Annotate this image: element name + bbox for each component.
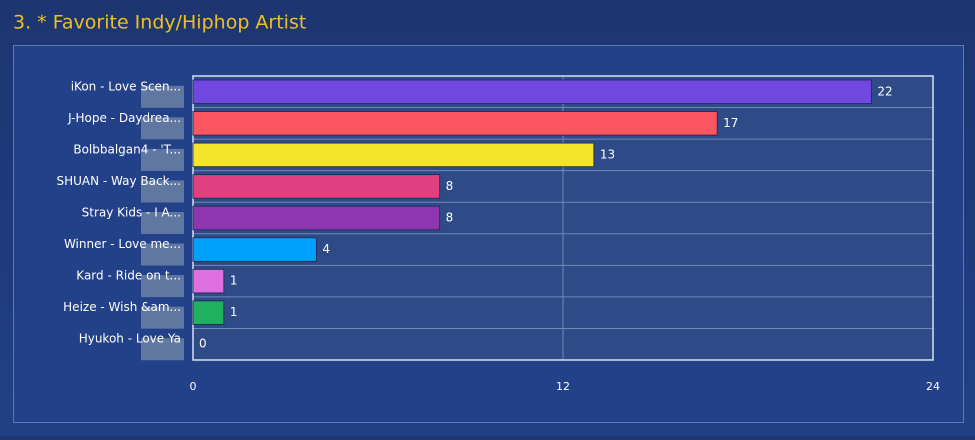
chart-title: 3. * Favorite Indy/Hiphop Artist xyxy=(13,12,306,34)
value-label: 1 xyxy=(230,305,238,319)
y-tick-label: Winner - Love me... xyxy=(64,237,181,251)
album-thumbnail xyxy=(141,85,184,108)
bar xyxy=(192,300,225,325)
bar xyxy=(192,174,441,199)
y-tick-label: J-Hope - Daydrea... xyxy=(67,111,181,125)
y-tick-label: iKon - Love Scen... xyxy=(71,79,181,93)
bar xyxy=(192,79,872,104)
bar xyxy=(192,268,225,294)
value-label: 8 xyxy=(446,211,454,225)
album-thumbnail xyxy=(141,306,184,329)
value-label: 4 xyxy=(322,242,330,256)
bar xyxy=(192,111,718,136)
y-tick-label: Hyukoh - Love Ya xyxy=(79,332,181,346)
bar xyxy=(192,205,441,231)
bar xyxy=(192,237,317,262)
album-thumbnail xyxy=(141,117,184,140)
album-thumbnail xyxy=(141,243,184,266)
x-tick-label: 0 xyxy=(190,380,197,393)
x-tick-label: 24 xyxy=(926,380,940,393)
value-label: 13 xyxy=(600,147,615,161)
album-thumbnail xyxy=(141,338,184,361)
album-thumbnail xyxy=(141,212,184,234)
value-label: 0 xyxy=(199,337,207,351)
album-thumbnail xyxy=(141,275,184,298)
bar xyxy=(192,142,595,168)
y-tick-label: Stray Kids - I A... xyxy=(82,206,181,220)
value-label: 1 xyxy=(230,274,238,288)
album-thumbnail xyxy=(141,148,184,171)
value-label: 22 xyxy=(877,84,892,98)
y-tick-label: Heize - Wish &am... xyxy=(63,300,181,314)
y-tick-label: Bolbbalgan4 - 'T... xyxy=(73,142,181,156)
y-tick-label: Kard - Ride on t... xyxy=(76,269,181,283)
x-tick-label: 12 xyxy=(556,380,570,393)
album-thumbnail xyxy=(141,180,184,203)
y-tick-label: SHUAN - Way Back... xyxy=(56,174,181,188)
value-label: 8 xyxy=(446,179,454,193)
value-label: 17 xyxy=(723,116,738,130)
